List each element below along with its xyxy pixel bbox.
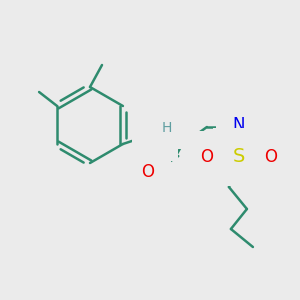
Text: N: N (233, 116, 245, 134)
Text: H: H (162, 121, 172, 135)
Text: O: O (141, 163, 154, 181)
Text: N: N (149, 126, 161, 144)
Text: S: S (233, 148, 245, 166)
Text: O: O (264, 148, 278, 166)
Text: O: O (200, 148, 213, 166)
